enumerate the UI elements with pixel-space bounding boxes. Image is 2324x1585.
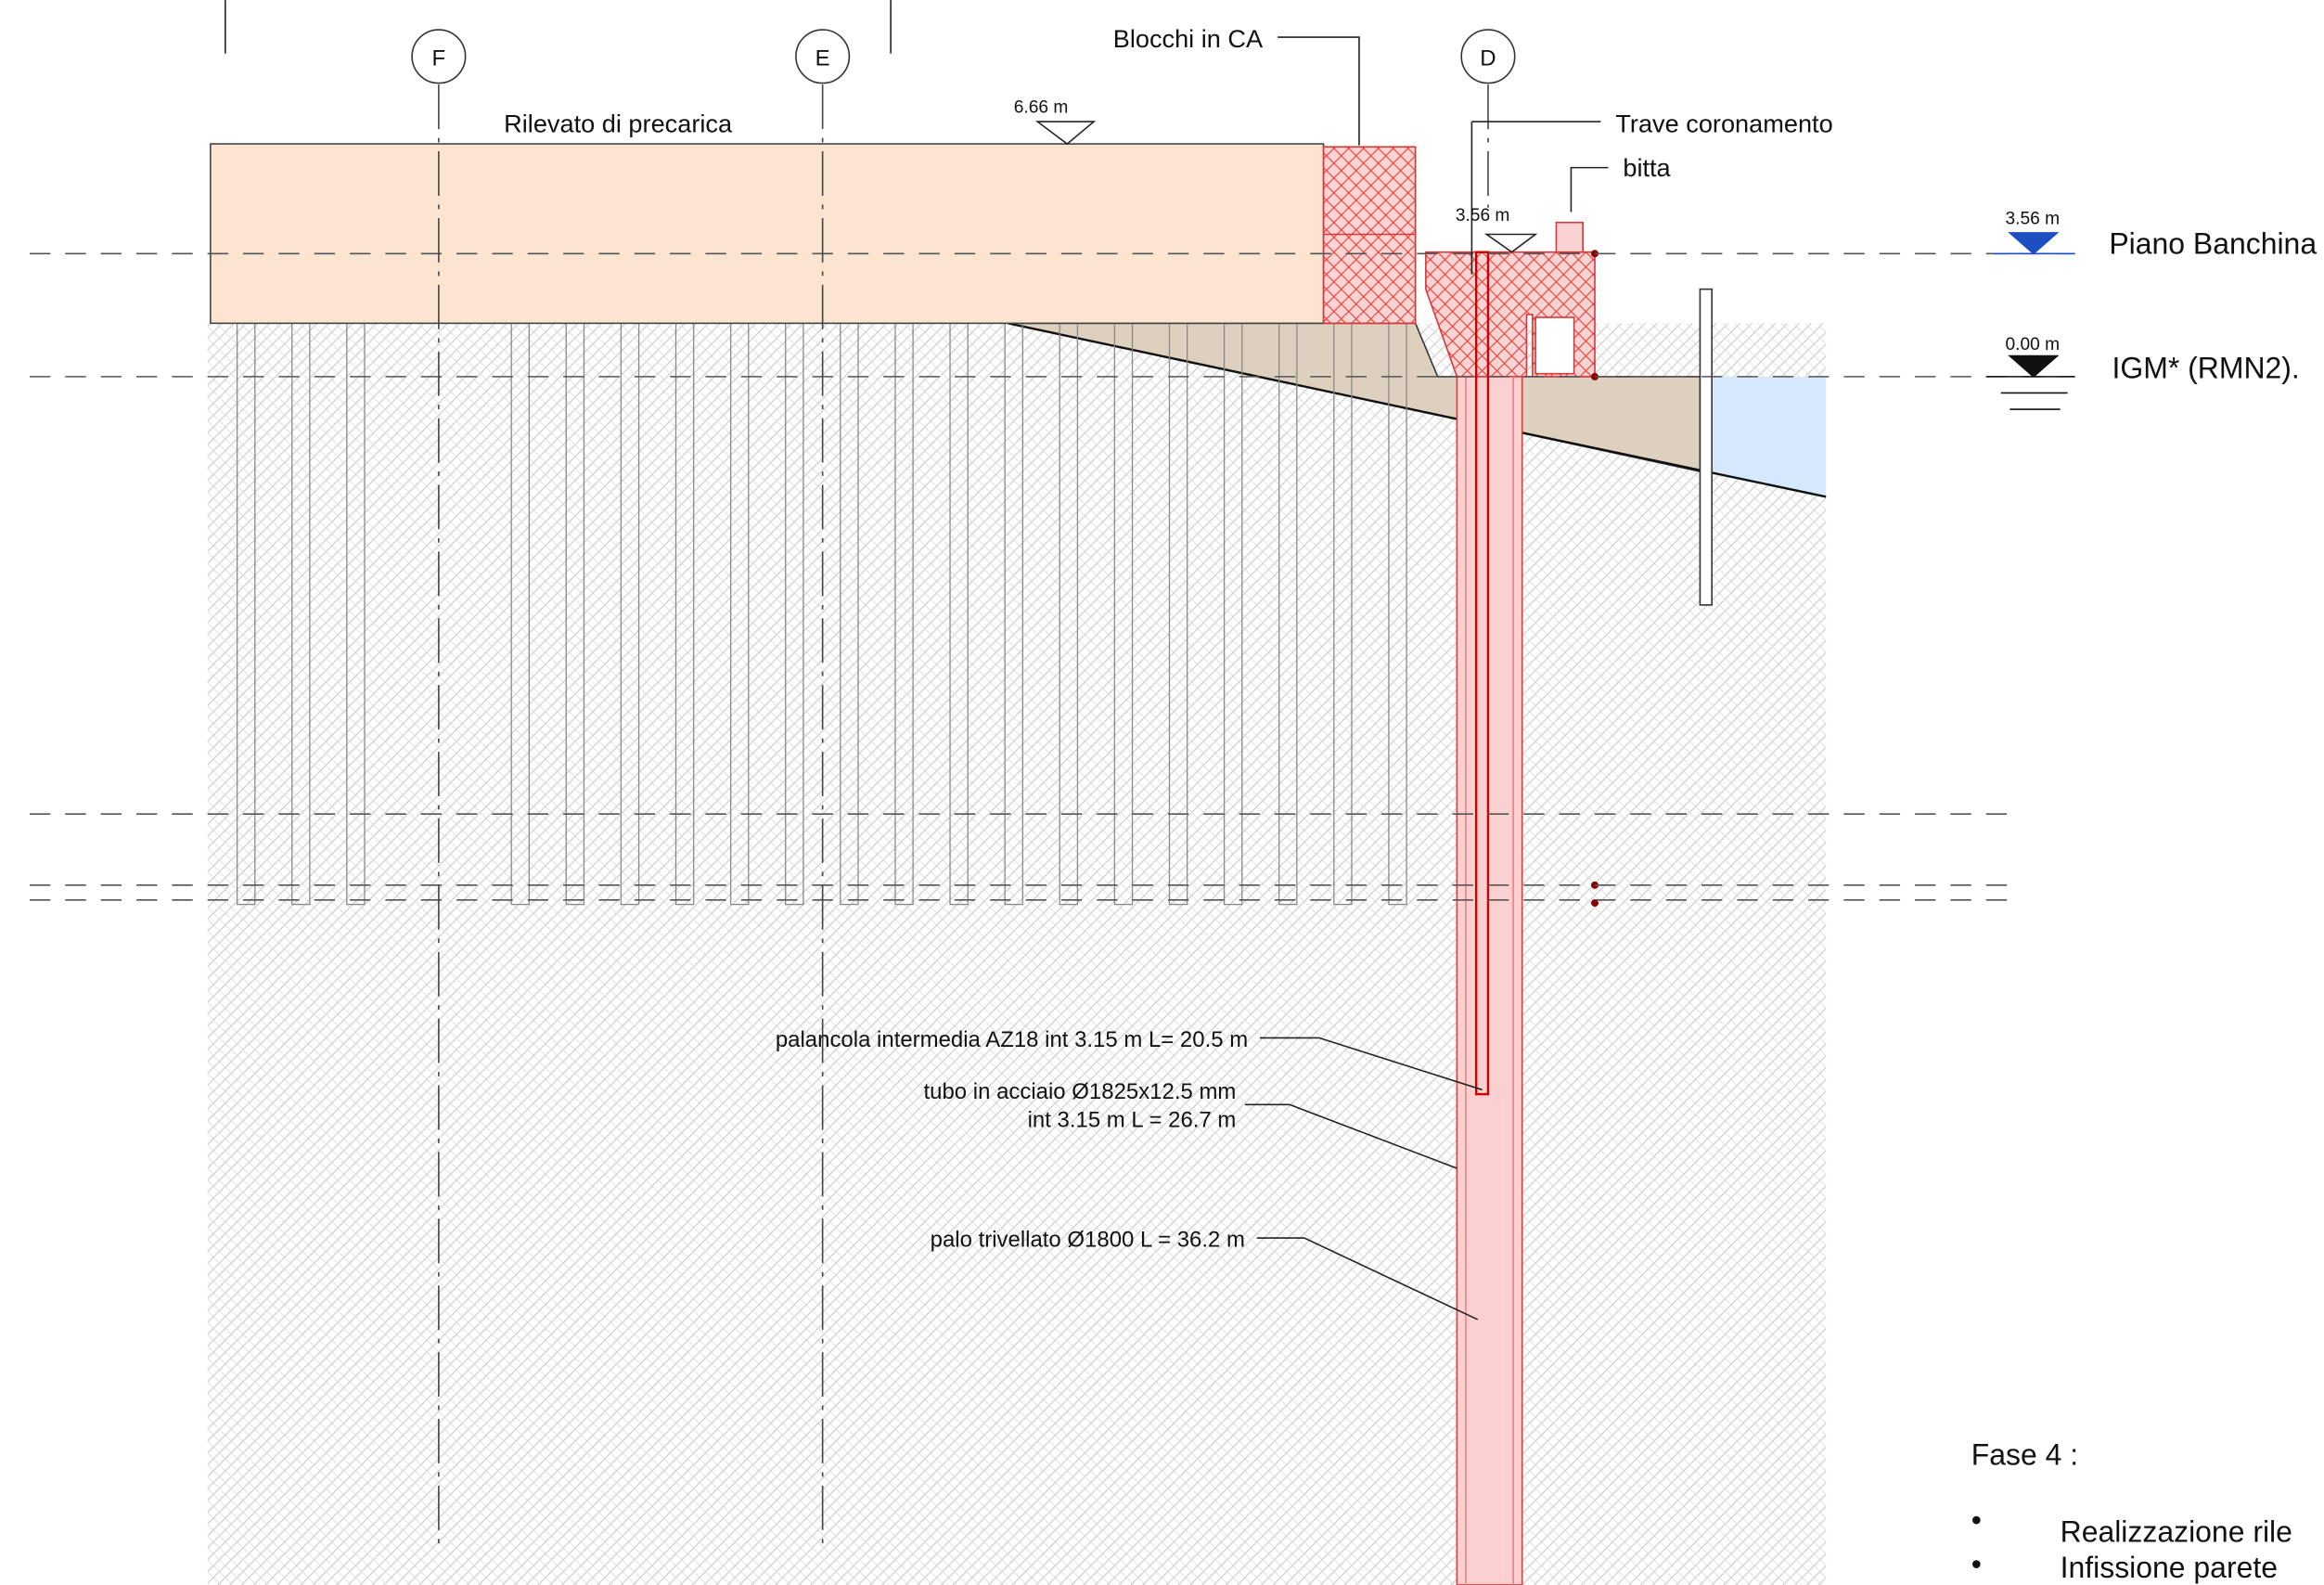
phase-title: Fase 4 : (1971, 1438, 2078, 1472)
note: palo trivellato Ø1800 L = 36.2 m (931, 1228, 1245, 1253)
level: 3.56 m (1456, 206, 1510, 226)
level: 6.66 m (1014, 98, 1069, 118)
note: tubo in acciaio Ø1825x12.5 mm (924, 1079, 1237, 1104)
axis-label: F (432, 45, 446, 71)
sheet-pile (1474, 251, 1490, 1096)
fill-embankment (210, 143, 1325, 325)
svg-text:•: • (1971, 1503, 1982, 1537)
legend-name: Piano Banchina (2109, 226, 2317, 260)
label: Blocchi in CA (1113, 24, 1264, 53)
soil (207, 323, 1827, 1585)
axis-label: E (815, 45, 830, 71)
water (1712, 376, 1827, 497)
svg-text:•: • (1971, 1548, 1982, 1581)
phase-item: Infissione parete (2061, 1551, 2278, 1584)
label: bitta (1623, 153, 1671, 182)
bollard (1555, 221, 1585, 253)
texts: F E D Blocchi in CA Rilevato di precaric… (432, 24, 2318, 1584)
level: 0.00 m (2006, 335, 2061, 354)
bored-pile (1456, 376, 1523, 1585)
legend-name: IGM* (RMN2). (2112, 351, 2300, 384)
wall (1699, 288, 1713, 606)
structure: •• (29, 0, 2075, 1585)
label: Rilevato di precarica (504, 109, 733, 137)
label: Trave coronamento (1615, 109, 1832, 137)
note: palancola intermedia AZ18 int 3.15 m L= … (776, 1027, 1248, 1052)
level: 3.56 m (2006, 209, 2061, 228)
note: int 3.15 m L = 26.7 m (1028, 1107, 1237, 1132)
phase-item: Realizzazione rile (2061, 1515, 2292, 1549)
axis-label: D (1480, 45, 1496, 71)
